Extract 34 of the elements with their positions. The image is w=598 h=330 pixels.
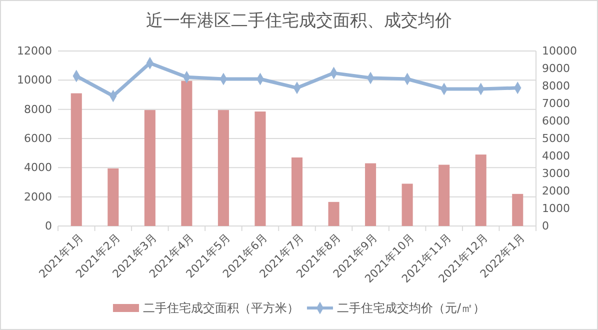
- bar: [254, 112, 266, 226]
- y2-tick-label: 7000: [542, 97, 570, 110]
- y2-tick-label: 5000: [542, 132, 570, 146]
- y-tick-label: 0: [45, 220, 52, 233]
- bar: [108, 168, 119, 226]
- y2-tick-label: 0: [542, 220, 549, 233]
- bar: [181, 80, 192, 226]
- bar: [365, 163, 376, 226]
- y2-tick-label: 6000: [542, 114, 570, 128]
- bar: [328, 202, 340, 226]
- y-tick-label: 4000: [24, 161, 52, 174]
- y2-tick-label: 1000: [542, 202, 570, 216]
- bar: [291, 157, 303, 226]
- y-tick-label: 6000: [24, 132, 52, 146]
- legend-label: 二手住宅成交均价（元/㎡）: [336, 301, 486, 315]
- y2-tick-label: 2000: [542, 184, 570, 198]
- bar: [438, 164, 450, 226]
- y-tick-label: 2000: [24, 190, 52, 204]
- bar: [218, 110, 229, 226]
- bar: [402, 184, 413, 226]
- bar: [70, 93, 82, 226]
- y2-tick-label: 9000: [542, 62, 570, 76]
- bar: [475, 154, 486, 226]
- y2-tick-label: 3000: [542, 167, 570, 180]
- y2-tick-label: 8000: [542, 80, 570, 93]
- legend-label: 二手住宅成交面积（平方米）: [142, 301, 299, 315]
- bar: [512, 194, 524, 226]
- y2-tick-label: 4000: [542, 150, 570, 163]
- y2-tick-label: 10000: [542, 44, 577, 58]
- chart-title: 近一年港区二手住宅成交面积、成交均价: [146, 11, 452, 31]
- y-tick-label: 10000: [17, 74, 52, 87]
- bar: [144, 110, 156, 226]
- y-tick-label: 12000: [17, 44, 52, 58]
- y-tick-label: 8000: [24, 102, 52, 116]
